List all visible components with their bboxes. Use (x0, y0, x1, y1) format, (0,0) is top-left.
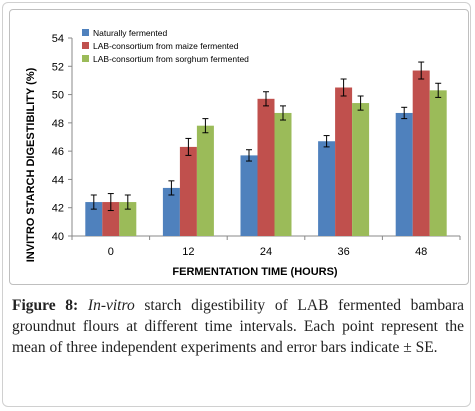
x-tick-labels: 0 12 24 36 48 (108, 246, 428, 258)
figure-caption: Figure 8: In-vitro starch digestibility … (12, 295, 464, 358)
caption-label: Figure 8: (12, 297, 79, 314)
x-axis-label: FERMENTATION TIME (HOURS) (172, 266, 338, 278)
bar (85, 202, 103, 236)
y-tick-label: 48 (52, 118, 64, 130)
y-tick-label: 44 (52, 174, 64, 186)
bar (395, 112, 413, 236)
x-tick-label: 24 (260, 246, 272, 258)
caption-italic-term: In-vitro (87, 297, 135, 314)
legend-entry: Naturally fermented (93, 28, 167, 38)
y-tick-label: 42 (52, 203, 64, 215)
bar (102, 202, 120, 236)
figure-frame: 40 42 44 46 48 50 52 54 0 12 24 36 48 Naturally fer… (2, 2, 471, 407)
bar (257, 98, 275, 236)
bar (274, 112, 292, 236)
bar (335, 87, 353, 236)
bar-marks (85, 70, 447, 237)
legend-entry: LAB-consortium from sorghum fermented (93, 54, 249, 64)
legend-swatch (82, 29, 89, 36)
x-tick-label: 48 (415, 246, 427, 258)
bar (429, 90, 447, 236)
bar (240, 155, 258, 236)
bar (162, 187, 180, 236)
y-tick-label: 54 (52, 33, 64, 45)
x-tick-label: 12 (182, 246, 194, 258)
legend-entry: LAB-consortium from maize fermented (93, 41, 239, 51)
bar-chart: 40 42 44 46 48 50 52 54 0 12 24 36 48 Naturally fer… (25, 28, 461, 278)
bar (318, 141, 336, 236)
y-tick-label: 50 (52, 90, 64, 102)
caption-text: starch digestibility of LAB fermented ba… (12, 297, 464, 356)
bar (119, 202, 137, 236)
x-tick-label: 0 (108, 246, 114, 258)
x-tick-label: 36 (337, 246, 349, 258)
y-axis-label: INVITRO STARCH DIGESTIBILITY (%) (25, 67, 37, 262)
bar (196, 125, 214, 236)
legend-swatch (82, 55, 89, 62)
y-tick-label: 46 (52, 146, 64, 158)
error-bars (90, 61, 442, 212)
y-tick-label: 52 (52, 61, 64, 73)
bar (412, 70, 430, 237)
y-tick-label: 40 (52, 231, 64, 243)
bar (352, 103, 370, 236)
chart-container: 40 42 44 46 48 50 52 54 0 12 24 36 48 Naturally fer… (9, 9, 469, 285)
bar (179, 146, 197, 236)
legend-swatch (82, 42, 89, 49)
y-tick-labels: 40 42 44 46 48 50 52 54 (52, 33, 64, 243)
chart-axes (68, 37, 461, 240)
chart-legend: Naturally fermented LAB-consortium from m… (82, 28, 249, 64)
